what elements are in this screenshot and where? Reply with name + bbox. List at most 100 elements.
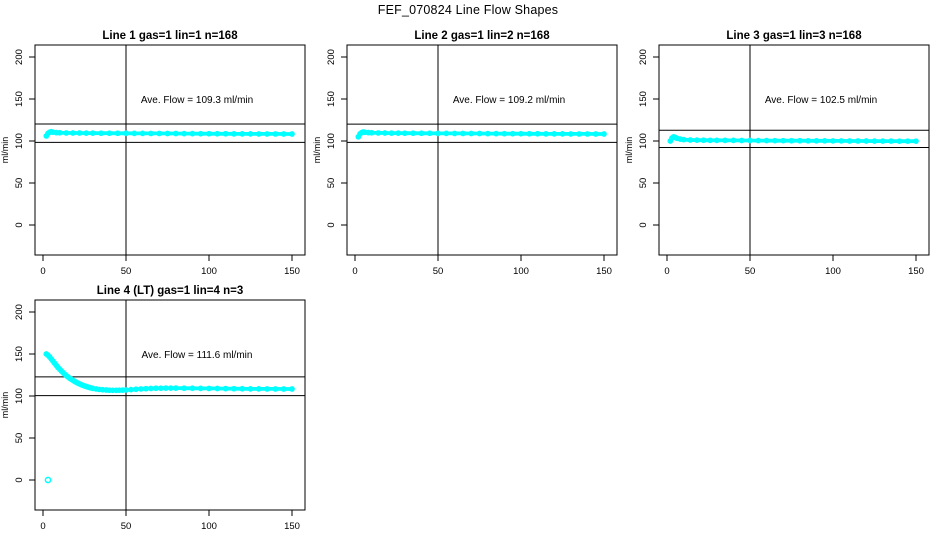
panel-title: Line 4 (LT) gas=1 lin=4 n=3 (97, 285, 243, 297)
panel-title: Line 2 gas=1 lin=2 n=168 (414, 30, 550, 42)
data-point (904, 138, 911, 145)
outlier-point (44, 476, 52, 484)
data-point (418, 130, 425, 137)
data-point (189, 385, 196, 392)
data-point (83, 130, 90, 136)
chart-panel: Line 2 gas=1 lin=2 n=168 0 50 100 150 200 ml/m… (312, 30, 618, 277)
data-point (113, 387, 119, 394)
data-point (526, 130, 533, 137)
data-point (576, 131, 582, 137)
x-tick-label: 50 (745, 266, 756, 277)
figure-title: FEF_070824 Line Flow Shapes (377, 3, 559, 17)
data-point (518, 130, 524, 137)
data-point (855, 138, 861, 144)
data-point (280, 386, 287, 392)
data-point (181, 385, 187, 392)
data-point (401, 130, 408, 137)
data-point (382, 130, 388, 136)
data-point (231, 385, 237, 392)
data-point (395, 130, 402, 136)
data-point (601, 131, 607, 137)
data-point (255, 386, 262, 392)
data-point (747, 137, 753, 144)
data-point (156, 130, 163, 137)
data-point (89, 130, 96, 136)
data-point (148, 130, 154, 137)
data-point (70, 130, 76, 136)
chart-panel: Line 3 gas=1 lin=3 n=168 0 50 100 150 200 ml/m… (624, 30, 930, 277)
data-point (567, 131, 574, 137)
x-tick-label: 150 (284, 521, 300, 532)
y-tick-label: 0 (638, 222, 649, 227)
data-point (763, 137, 770, 144)
x-tick-label: 100 (513, 266, 529, 277)
ave-flow-annotation: Ave. Flow = 111.6 ml/min (142, 350, 253, 361)
y-tick-label: 100 (14, 388, 25, 404)
data-point (214, 130, 221, 137)
data-point (93, 386, 99, 392)
data-point (368, 129, 375, 136)
data-point (164, 130, 171, 137)
y-tick-label: 50 (14, 433, 25, 444)
data-point (139, 130, 146, 137)
panel-title: Line 3 gas=1 lin=3 n=168 (726, 30, 862, 42)
x-tick-label: 0 (40, 266, 45, 277)
data-point (103, 387, 109, 393)
x-tick-label: 100 (201, 521, 217, 532)
data-point (493, 130, 499, 137)
data-point (116, 387, 123, 394)
data-point (677, 136, 684, 143)
data-point (206, 130, 212, 137)
chart-panel: Line 4 (LT) gas=1 lin=4 n=3 0 50 100 150 200 m… (0, 285, 306, 532)
ave-flow-annotation: Ave. Flow = 109.3 ml/min (141, 95, 253, 106)
data-point (222, 130, 229, 137)
data-point (830, 138, 836, 144)
data-point (722, 137, 728, 144)
plot-box (34, 299, 306, 511)
y-tick-label: 150 (638, 91, 649, 107)
data-point (468, 130, 475, 137)
data-point (913, 138, 919, 145)
y-tick-label: 0 (14, 477, 25, 482)
data-point (713, 137, 720, 144)
data-point (838, 138, 845, 144)
data-point (222, 385, 229, 392)
x-tick-label: 50 (121, 521, 132, 532)
data-point (123, 130, 129, 137)
data-point (247, 131, 254, 137)
data-point (780, 137, 787, 144)
data-point (772, 137, 778, 144)
data-point (592, 131, 599, 137)
data-point (476, 130, 483, 137)
data-point (114, 130, 121, 137)
data-point (484, 130, 491, 137)
y-axis-label: ml/min (0, 392, 10, 419)
data-point (730, 137, 737, 144)
data-point (680, 136, 687, 143)
data-point (63, 130, 70, 136)
data-point (98, 130, 104, 137)
data-point (362, 129, 368, 136)
data-point (700, 137, 707, 144)
data-point (559, 131, 566, 137)
data-point (426, 130, 433, 137)
y-tick-label: 200 (638, 49, 649, 65)
y-axis-label: ml/min (312, 137, 322, 164)
data-point (687, 137, 694, 143)
data-point (846, 138, 853, 144)
x-tick-label: 100 (825, 266, 841, 277)
x-tick-label: 0 (40, 521, 45, 532)
data-point (788, 137, 795, 144)
y-tick-label: 200 (14, 304, 25, 320)
data-point (805, 137, 811, 144)
data-point (189, 130, 196, 137)
data-point (879, 138, 886, 144)
data-point (89, 385, 96, 392)
data-point (255, 131, 262, 137)
y-tick-label: 0 (326, 222, 337, 227)
data-point (181, 130, 187, 137)
data-point (375, 130, 382, 136)
data-point (76, 130, 83, 136)
y-tick-label: 200 (14, 49, 25, 65)
data-point (738, 137, 745, 144)
